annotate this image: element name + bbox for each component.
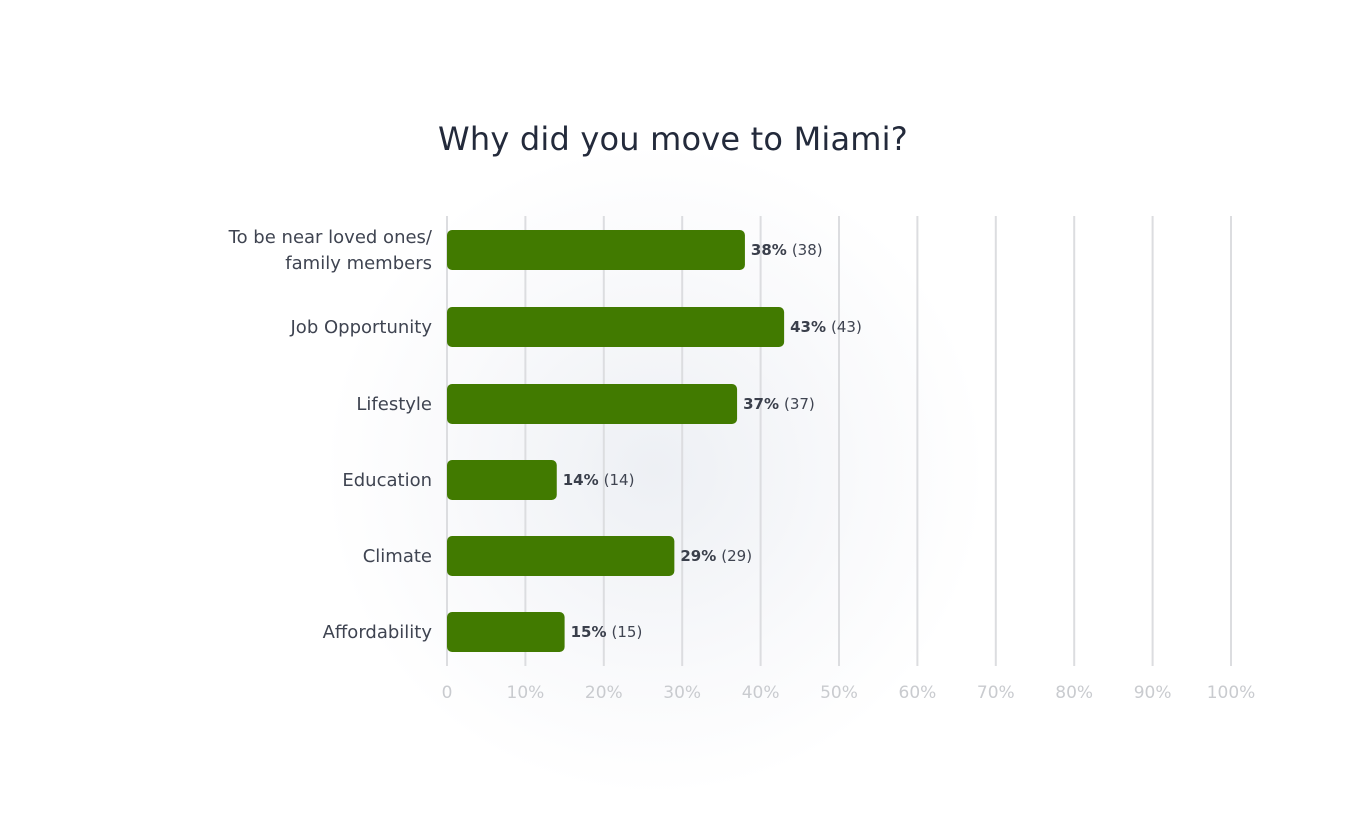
x-tick-label: 50%	[820, 683, 858, 703]
value-label: 43% (43)	[790, 318, 862, 336]
category-label: To be near loved ones/family members	[228, 227, 433, 274]
x-tick-label: 30%	[663, 683, 701, 703]
x-tick-label: 20%	[585, 683, 623, 703]
value-label: 29% (29)	[680, 547, 752, 565]
category-label: Education	[342, 470, 432, 491]
category-label: Lifestyle	[356, 394, 432, 415]
bar	[447, 230, 745, 270]
x-tick-label: 100%	[1207, 683, 1256, 703]
bar	[447, 612, 565, 652]
value-label: 14% (14)	[563, 471, 635, 489]
x-tick-label: 0	[442, 683, 453, 703]
x-tick-label: 80%	[1055, 683, 1093, 703]
bar	[447, 460, 557, 500]
bar	[447, 536, 675, 576]
category-label: Affordability	[323, 622, 433, 643]
value-label: 37% (37)	[743, 395, 815, 413]
x-tick-label: 60%	[899, 683, 937, 703]
x-tick-label: 40%	[742, 683, 780, 703]
category-label: Climate	[363, 546, 432, 567]
bar	[447, 307, 785, 347]
category-label: Job Opportunity	[290, 317, 433, 338]
bar	[447, 384, 738, 424]
x-tick-label: 10%	[507, 683, 545, 703]
value-label: 15% (15)	[571, 623, 643, 641]
value-label: 38% (38)	[751, 241, 823, 259]
x-tick-label: 70%	[977, 683, 1015, 703]
chart-title: Why did you move to Miami?	[438, 120, 908, 158]
x-tick-label: 90%	[1134, 683, 1172, 703]
